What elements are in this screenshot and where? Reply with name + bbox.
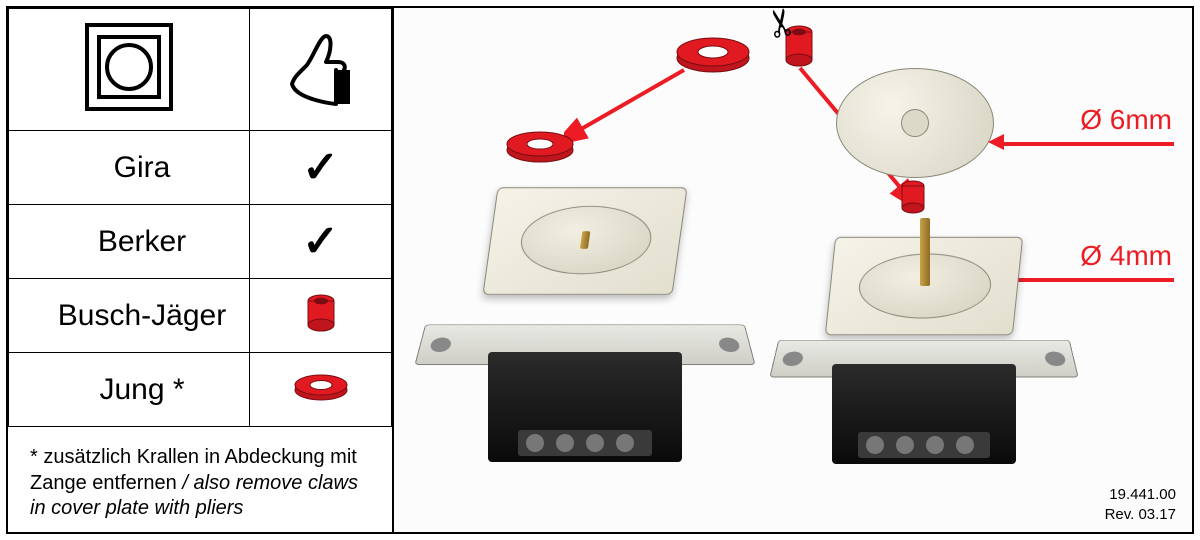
check-icon: ✓ <box>302 143 339 192</box>
dia4-label: Ø 4mm <box>1080 240 1172 272</box>
module-body <box>488 352 682 462</box>
red-washer-icon <box>293 372 349 402</box>
page-frame: Gira ✓ Berker ✓ Busch-Jäger <box>6 6 1194 534</box>
brand-cell: Berker <box>9 205 250 279</box>
doc-rev: Rev. 03.17 <box>1105 505 1176 525</box>
indicator-cell: ✓ <box>250 131 392 205</box>
table-row: Busch-Jäger <box>9 279 392 353</box>
terminal-block <box>858 432 990 458</box>
dimmer-module-left <box>420 186 750 486</box>
cover-plate <box>482 187 687 295</box>
compat-table-panel: Gira ✓ Berker ✓ Busch-Jäger <box>8 8 394 532</box>
check-icon: ✓ <box>302 217 339 266</box>
brand-cell: Busch-Jäger <box>9 279 250 353</box>
indicator-cell <box>250 279 392 353</box>
diagram-panel: ✂ Ø 6mm Ø 4mm <box>394 8 1192 532</box>
table-row: Jung * <box>9 353 392 427</box>
table-header-row <box>9 9 392 131</box>
indicator-cell <box>250 353 392 427</box>
bushing-under-cap <box>900 180 926 214</box>
switch-frame-icon <box>81 19 177 115</box>
terminal-screw <box>556 434 574 452</box>
thumbs-up-icon <box>276 22 366 112</box>
document-id: 19.441.00 Rev. 03.17 <box>1105 485 1176 524</box>
doc-number: 19.441.00 <box>1105 485 1176 505</box>
table-row: Berker ✓ <box>9 205 392 279</box>
module-body <box>832 364 1016 464</box>
header-frame-cell <box>9 9 250 131</box>
brand-cell: Gira <box>9 131 250 205</box>
terminal-screw <box>896 436 914 454</box>
terminal-block <box>518 430 652 456</box>
table-row: Gira ✓ <box>9 131 392 205</box>
footnote: * zusätzlich Krallen in Abdeckung mit Za… <box>8 427 392 522</box>
dia6-arrowhead <box>988 134 1004 150</box>
flange-hole <box>781 352 804 366</box>
dimmer-module-right <box>774 236 1074 486</box>
dia6-arrow <box>1002 142 1174 146</box>
indicator-cell: ✓ <box>250 205 392 279</box>
flange-hole <box>1044 352 1067 366</box>
terminal-screw <box>526 434 544 452</box>
terminal-screw <box>616 434 634 452</box>
header-ok-cell <box>250 9 392 131</box>
terminal-screw <box>586 434 604 452</box>
knob-cap <box>836 68 994 178</box>
red-bushing-icon <box>304 293 338 333</box>
dia6-label: Ø 6mm <box>1080 104 1172 136</box>
arrow-washer-to-washer <box>564 64 694 144</box>
terminal-screw <box>866 436 884 454</box>
terminal-screw <box>926 436 944 454</box>
shaft <box>920 218 930 286</box>
footnote-sep: / <box>177 472 194 494</box>
flange-hole <box>429 338 452 352</box>
washer-mid <box>504 128 576 164</box>
knob-hub <box>901 109 929 137</box>
brand-cell: Jung * <box>9 353 250 427</box>
terminal-screw <box>956 436 974 454</box>
flange-hole <box>718 338 741 352</box>
compat-table: Gira ✓ Berker ✓ Busch-Jäger <box>8 8 392 427</box>
